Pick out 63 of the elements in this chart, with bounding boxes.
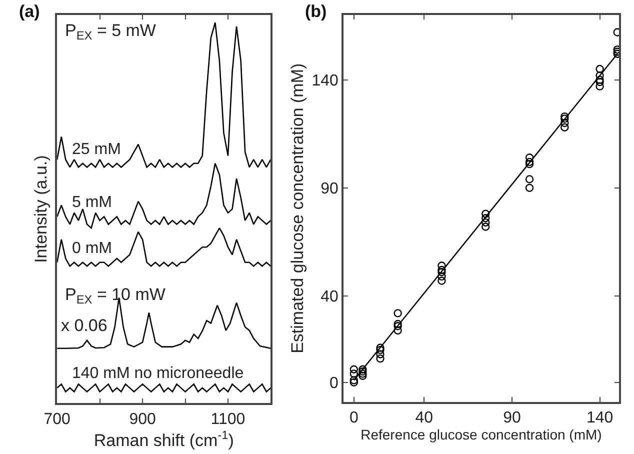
x-tick-label: 0	[349, 410, 358, 427]
x-tick-label: 40	[415, 410, 434, 427]
y-axis-title: Intensity (a.u.)	[31, 155, 50, 263]
x-tick-label: 1100	[210, 411, 246, 428]
point	[394, 326, 402, 335]
point	[596, 76, 604, 84]
point	[438, 268, 446, 276]
point	[525, 160, 534, 168]
x-axis-title: Raman shift (cm$^{-1}$)	[94, 428, 234, 450]
y-tick-label: 90	[320, 180, 339, 198]
point	[596, 64, 604, 74]
point	[350, 365, 358, 374]
point	[358, 365, 367, 374]
point	[394, 320, 402, 328]
point	[376, 350, 384, 358]
point	[438, 266, 446, 274]
point	[560, 123, 569, 132]
series-label: 5 mM	[72, 194, 112, 211]
x-axis-title: Reference glucose concentration (mM)	[360, 426, 602, 443]
y-tick-label: 40	[320, 288, 339, 306]
point	[482, 218, 490, 227]
point	[525, 158, 534, 166]
point	[482, 222, 490, 231]
annotation: P$_{EX}$ = 10 mW	[65, 285, 166, 307]
y-axis-title: Estimated glucose concentration (mM)	[288, 63, 307, 354]
point	[394, 322, 402, 330]
point	[376, 344, 384, 352]
point	[438, 272, 446, 281]
point	[350, 376, 358, 384]
point	[438, 276, 446, 285]
annotation: P$_{EX}$ = 5 mW	[65, 21, 156, 43]
point	[482, 210, 490, 218]
point	[525, 175, 534, 184]
point	[376, 346, 384, 354]
point	[394, 309, 402, 318]
series-label: 0 mM	[72, 240, 112, 257]
point	[525, 154, 534, 162]
point	[560, 118, 569, 128]
point	[350, 370, 358, 378]
point	[358, 367, 367, 376]
point	[358, 370, 367, 378]
chart-title: (b)	[305, 2, 327, 21]
annotation: x 0.06	[61, 316, 108, 335]
x-tick-label: 700	[44, 411, 71, 428]
x-tick-label: 900	[129, 411, 156, 428]
x-tick-label: 140	[586, 410, 614, 427]
point	[596, 82, 604, 90]
series-label: 140 mM no microneedle	[72, 365, 244, 382]
point	[438, 262, 446, 270]
y-tick-label: 140	[312, 72, 339, 90]
point	[525, 184, 534, 192]
point	[560, 112, 569, 121]
point	[482, 214, 490, 222]
y-tick-label: 0	[330, 374, 339, 392]
point	[596, 71, 604, 80]
chart-title: (a)	[19, 2, 40, 21]
point	[350, 378, 358, 386]
x-tick-label: 90	[503, 410, 521, 427]
point	[358, 372, 367, 380]
point	[560, 114, 569, 123]
point	[596, 78, 604, 86]
point	[376, 354, 384, 363]
series-label: 25 mM	[72, 141, 121, 158]
